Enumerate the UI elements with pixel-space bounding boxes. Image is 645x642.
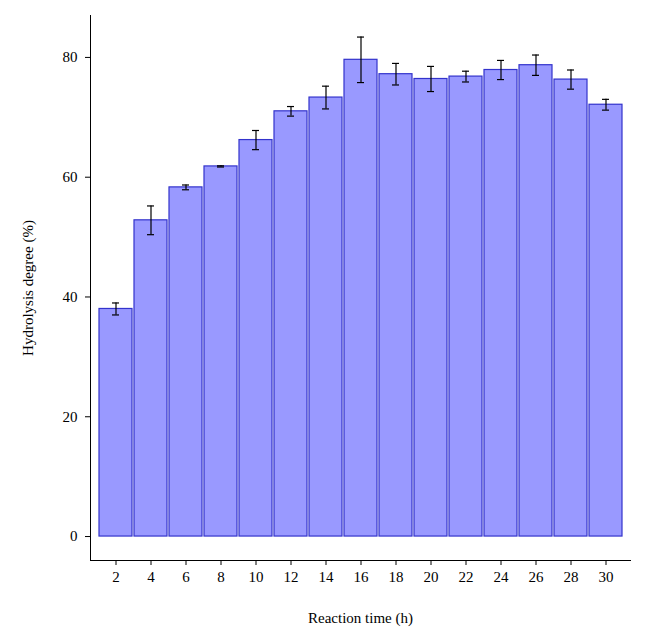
svg-text:30: 30 [599, 569, 614, 585]
svg-text:24: 24 [494, 569, 510, 585]
svg-text:0: 0 [70, 528, 78, 544]
svg-text:60: 60 [63, 169, 78, 185]
svg-text:28: 28 [564, 569, 579, 585]
svg-text:12: 12 [284, 569, 299, 585]
svg-text:Reaction time (h): Reaction time (h) [308, 610, 413, 627]
svg-text:40: 40 [63, 289, 78, 305]
svg-text:Hydrolysis degree (%): Hydrolysis degree (%) [20, 220, 37, 356]
svg-text:10: 10 [249, 569, 264, 585]
svg-text:22: 22 [459, 569, 474, 585]
svg-text:2: 2 [112, 569, 120, 585]
svg-text:4: 4 [147, 569, 155, 585]
svg-text:14: 14 [319, 569, 335, 585]
svg-text:80: 80 [63, 49, 78, 65]
svg-text:6: 6 [182, 569, 190, 585]
svg-text:26: 26 [529, 569, 545, 585]
svg-text:18: 18 [389, 569, 404, 585]
svg-text:8: 8 [217, 569, 225, 585]
svg-text:20: 20 [424, 569, 439, 585]
svg-text:16: 16 [354, 569, 370, 585]
svg-text:20: 20 [63, 409, 78, 425]
